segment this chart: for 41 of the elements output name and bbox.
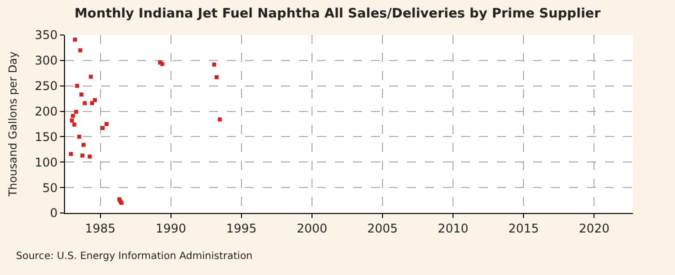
point [88,74,93,79]
point [80,154,84,158]
point [92,98,97,102]
y-tick-label: 350 [34,28,58,42]
point [74,110,78,114]
point [212,62,216,66]
point [90,101,94,106]
point [75,84,80,88]
point [68,152,73,156]
point [81,142,86,147]
x-tick-label: 2000 [296,221,328,236]
point [78,48,82,52]
y-tick-label: 300 [34,54,58,68]
point [100,126,105,130]
y-tick-label: 250 [34,79,58,94]
point [72,122,76,127]
x-tick-label: 1985 [85,221,116,236]
x-tick-label: 1995 [226,221,257,236]
y-tick-label: 50 [42,180,58,195]
y-tick-label: 100 [34,155,58,170]
x-tick-label: 2010 [438,221,468,236]
point [70,118,74,122]
point [88,154,92,159]
point [82,101,87,106]
x-tick-label: 1990 [156,221,186,236]
y-tick-label: 200 [34,104,58,118]
chart-title: Monthly Indiana Jet Fuel Naphtha All Sales/Deliveries by Prime Supplier [74,6,602,22]
y-tick-label: 0 [50,206,58,220]
source-note: Source: U.S. Energy Information Administration [16,251,253,262]
point [214,75,219,80]
x-tick-label: 2005 [367,221,398,236]
point [70,114,75,118]
point [79,92,84,96]
x-tick-label: 2015 [508,221,539,236]
point [77,134,82,139]
y-tick-label: 150 [34,130,58,144]
y-axis-title: Thousand Gallons per Day [6,50,20,198]
point [218,117,222,122]
point [73,38,78,42]
point [104,122,108,126]
x-tick-label: 2020 [578,221,610,236]
